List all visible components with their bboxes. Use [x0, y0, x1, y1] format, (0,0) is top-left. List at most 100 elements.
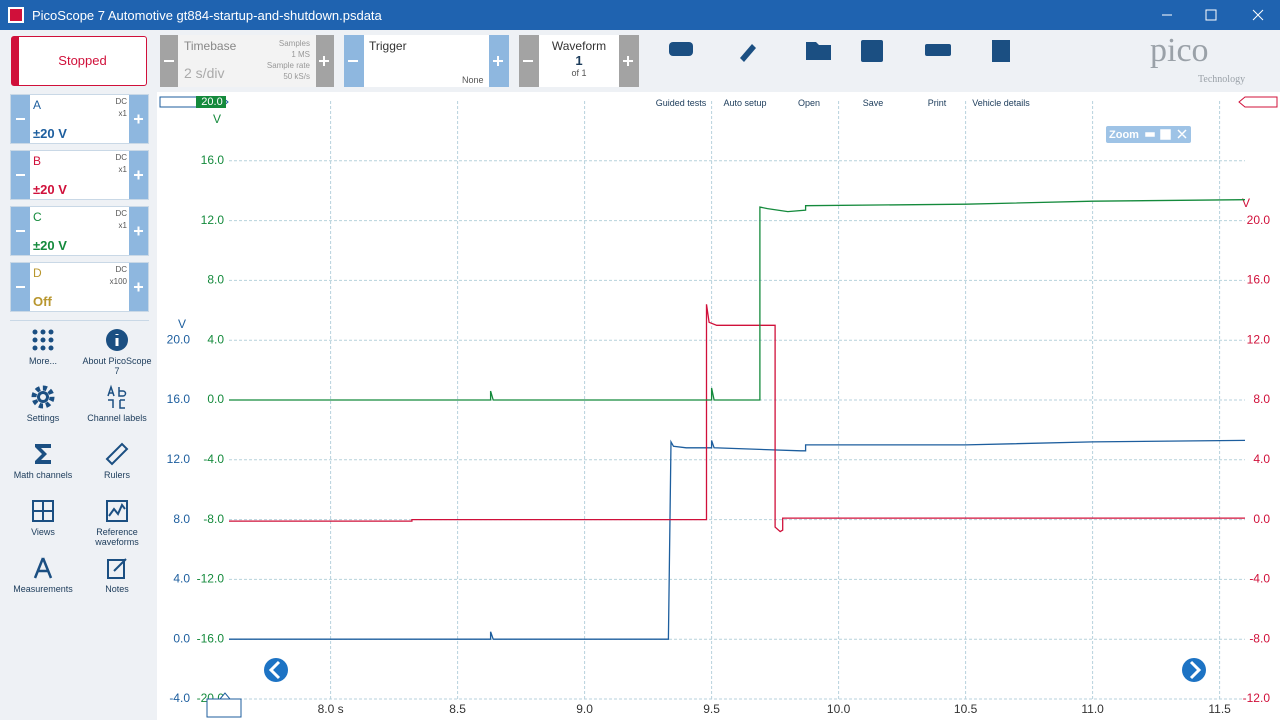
channel-coupling: DC [115, 97, 127, 106]
y-tick-label: 8.0 [173, 512, 190, 526]
toolbar-button[interactable]: Print [927, 98, 947, 108]
channel-panel[interactable]: D DC x100 Off [10, 262, 149, 312]
window-controls[interactable] [1150, 0, 1280, 30]
sidebar-icon [107, 384, 127, 409]
rate-label: Sample rate [266, 61, 310, 70]
sidebar-icon [106, 500, 128, 522]
top-marker-label: 20.0 [201, 96, 222, 108]
logo-tagline: Technology [1198, 74, 1246, 85]
sidebar-icon [106, 329, 128, 351]
y-tick-label: 4.0 [207, 332, 224, 346]
toolbar-button[interactable]: Open [797, 98, 821, 108]
channel-name: B [33, 154, 42, 168]
toolbar: Stopped Timebase 2 s/div Samples 1 MS Samp… [0, 30, 1280, 108]
y-tick-label: -4.0 [169, 691, 190, 705]
y-tick-label: -4.0 [203, 452, 224, 466]
waveform-index: 1 [575, 53, 583, 68]
zoom-icons [1145, 129, 1187, 140]
app-icon [8, 7, 24, 23]
nav-button[interactable] [1182, 658, 1206, 682]
channel-range: ±20 V [33, 182, 67, 197]
sidebar-icon [32, 500, 54, 522]
samples-label: Samples [278, 39, 310, 48]
nav-arrow [268, 660, 281, 680]
samples: 1 MS [291, 50, 310, 59]
y-tick-label: 12.0 [201, 213, 225, 227]
sidebar-button[interactable]: More... [28, 356, 57, 366]
channel-panel[interactable]: C DC x1 ±20 V [10, 206, 149, 256]
channel-panel[interactable]: B DC x1 ±20 V [10, 150, 149, 200]
channel-probe: x1 [118, 165, 127, 174]
channel-name: A [33, 98, 42, 112]
y-tick-label: -8.0 [203, 512, 224, 526]
toolbar-icons [669, 40, 1010, 62]
y-tick-label: -12.0 [197, 572, 225, 586]
y-tick-label: 20.0 [167, 332, 191, 346]
sidebar-button[interactable]: Notes [105, 584, 129, 594]
y-tick-label: 16.0 [167, 392, 191, 406]
waveform [229, 199, 1246, 401]
timebase-control[interactable]: Timebase 2 s/div Samples 1 MS Sample rate 5… [160, 35, 334, 87]
toolbar-button[interactable]: Guided tests [655, 98, 707, 108]
sidebar-button[interactable]: Reference waveforms [95, 527, 139, 547]
sidebar-button[interactable]: Channel labels [87, 413, 147, 423]
waveform-control[interactable]: Waveform 1 of 1 [519, 35, 639, 87]
channel-panel[interactable]: A DC x1 ±20 V [10, 94, 149, 144]
toolbar-button[interactable]: Save [862, 98, 884, 108]
sidebar-icon [32, 329, 54, 351]
waveform-label: Waveform [551, 39, 607, 53]
channel-probe: x1 [118, 221, 127, 230]
x-tick-label: 10.0 [827, 702, 851, 716]
channel-coupling: DC [115, 209, 127, 218]
nav-button[interactable] [264, 658, 288, 682]
axis-marker [1238, 96, 1278, 108]
axis-marker [196, 96, 226, 108]
y-tick-label: 0.0 [207, 392, 224, 406]
trigger-mode: None [462, 75, 484, 85]
window-title: PicoScope 7 Automotive gt884-startup-and… [32, 8, 382, 23]
sidebar-button[interactable]: Views [31, 527, 55, 537]
sample-info: Samples 1 MS Sample rate 50 kS/s [260, 38, 310, 82]
nav-arrow [1189, 660, 1202, 680]
channel-range: ±20 V [33, 126, 67, 141]
run-button[interactable]: Stopped [11, 36, 147, 86]
channel-probe: x1 [118, 109, 127, 118]
y-tick-label: 0.0 [1253, 512, 1270, 526]
trigger-control[interactable]: Trigger None [344, 35, 509, 87]
y-axis-unit: V [213, 112, 221, 126]
title-bar: PicoScope 7 Automotive gt884-startup-and… [0, 0, 1280, 30]
y-tick-label: 20.0 [1247, 213, 1271, 227]
y-tick-label: 16.0 [201, 153, 225, 167]
y-tick-label: 0.0 [173, 631, 190, 645]
plus-minus-icons [16, 114, 143, 124]
channel-name: D [33, 266, 42, 280]
sidebar-button[interactable]: Settings [26, 413, 60, 423]
y-tick-label: -8.0 [1249, 631, 1270, 645]
channel-coupling: DC [115, 265, 127, 274]
y-tick-label: 8.0 [207, 273, 224, 287]
y-tick-label: 4.0 [1253, 452, 1270, 466]
toolbar-button[interactable]: Auto setup [723, 98, 767, 108]
sidebar-button[interactable]: About PicoScope 7 [82, 356, 152, 376]
channel-name: C [33, 210, 42, 224]
plus-minus-icons [16, 226, 143, 236]
waveform [229, 304, 1245, 533]
y-tick-label: 16.0 [1247, 273, 1271, 287]
logo: pico [1150, 32, 1209, 69]
sidebar-icon [31, 385, 55, 409]
waveform [229, 439, 1246, 640]
channel-coupling: DC [115, 153, 127, 162]
sidebar-button[interactable]: Math channels [13, 470, 73, 480]
x-tick-label: 9.5 [703, 702, 720, 716]
axis-marker [206, 692, 242, 718]
toolbar-button[interactable]: Vehicle details [972, 98, 1030, 108]
channel-range: ±20 V [33, 238, 67, 253]
sidebar-button[interactable]: Rulers [103, 470, 130, 480]
chart: 8.0 s 8.5 9.0 9.5 10.0 10.5 11.0 11.5-20.0-16.0… [159, 96, 1278, 718]
plus-minus-icons [16, 282, 143, 292]
x-tick-label: 11.0 [1081, 702, 1104, 716]
x-tick-label: 9.0 [576, 702, 593, 716]
y-axis-unit: V [178, 317, 186, 331]
sidebar-button[interactable]: Measurements [13, 584, 73, 594]
